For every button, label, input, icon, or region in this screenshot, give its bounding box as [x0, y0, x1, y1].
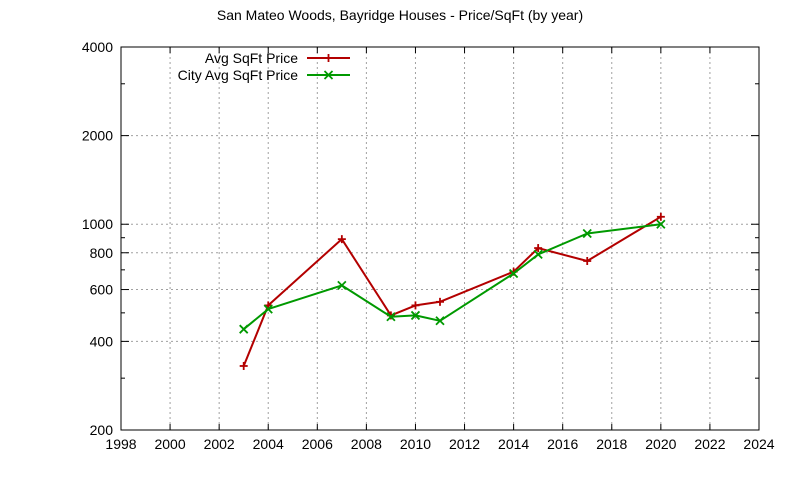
point-marker-d2: [337, 280, 347, 290]
data-point: [435, 316, 445, 326]
series-line-0: [242, 215, 662, 367]
data-point: [386, 312, 396, 322]
x-tick-label: 2012: [449, 436, 480, 452]
data-point: [534, 244, 543, 253]
data-point: [263, 304, 273, 314]
series-0: [239, 212, 665, 370]
data-point: [411, 301, 420, 310]
series-layer: [239, 212, 666, 370]
point-marker-d2: [239, 324, 249, 334]
point-marker-d2: [386, 312, 396, 322]
point-marker-d2: [656, 219, 666, 229]
x-tick-label: 2008: [351, 436, 382, 452]
data-point: [583, 257, 592, 266]
y-tick-label: 2000: [82, 128, 113, 144]
data-point: [410, 310, 421, 321]
x-tick-label: 2022: [694, 436, 725, 452]
x-tick-label: 2004: [253, 436, 284, 452]
x-tick-label: 2010: [400, 436, 431, 452]
legend-label: Avg SqFt Price: [205, 50, 298, 66]
y-tick-label: 1000: [82, 216, 113, 232]
point-marker-d2: [323, 70, 334, 80]
data-point: [436, 297, 444, 306]
legend-label: City Avg SqFt Price: [178, 67, 299, 83]
data-point: [508, 268, 519, 279]
data-point: [582, 228, 592, 239]
y-tick-label: 200: [90, 422, 114, 438]
data-point: [656, 212, 665, 221]
data-point: [656, 219, 666, 229]
point-marker-d2: [508, 268, 519, 279]
data-point: [239, 361, 248, 370]
x-tick-label: 2002: [204, 436, 235, 452]
data-point: [337, 235, 346, 244]
x-tick-label: 2024: [743, 436, 774, 452]
series-line-1: [243, 223, 661, 330]
x-tick-label: 1998: [105, 436, 136, 452]
x-tick-label: 2018: [596, 436, 627, 452]
axes: 1998 2000 2002 2004 2006 2008 2010 2012 2014 2016…: [82, 39, 775, 452]
x-tick-label: 2006: [302, 436, 333, 452]
x-tick-label: 2016: [547, 436, 578, 452]
series-1: [239, 219, 666, 334]
point-marker-d2: [533, 249, 543, 260]
y-tick-label: 600: [90, 282, 114, 298]
grid: [121, 47, 759, 430]
data-point: [533, 249, 543, 260]
chart-title: San Mateo Woods, Bayridge Houses - Price…: [217, 7, 583, 23]
point-marker-d2: [410, 310, 421, 321]
plot-area-frame: [120, 46, 760, 431]
point-marker-d2: [435, 316, 445, 326]
x-tick-label: 2020: [645, 436, 676, 452]
y-tick-label: 800: [90, 245, 114, 261]
y-tick-label: 400: [90, 333, 114, 349]
x-tick-label: 2014: [498, 436, 529, 452]
data-point: [337, 280, 347, 290]
x-tick-label: 2000: [154, 436, 185, 452]
point-marker-d2: [582, 228, 592, 239]
point-marker-d2: [263, 304, 273, 314]
y-tick-label: 4000: [82, 39, 113, 55]
data-point: [239, 324, 249, 334]
